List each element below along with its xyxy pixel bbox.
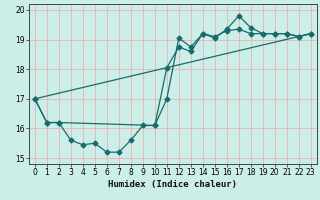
X-axis label: Humidex (Indice chaleur): Humidex (Indice chaleur) [108, 180, 237, 189]
